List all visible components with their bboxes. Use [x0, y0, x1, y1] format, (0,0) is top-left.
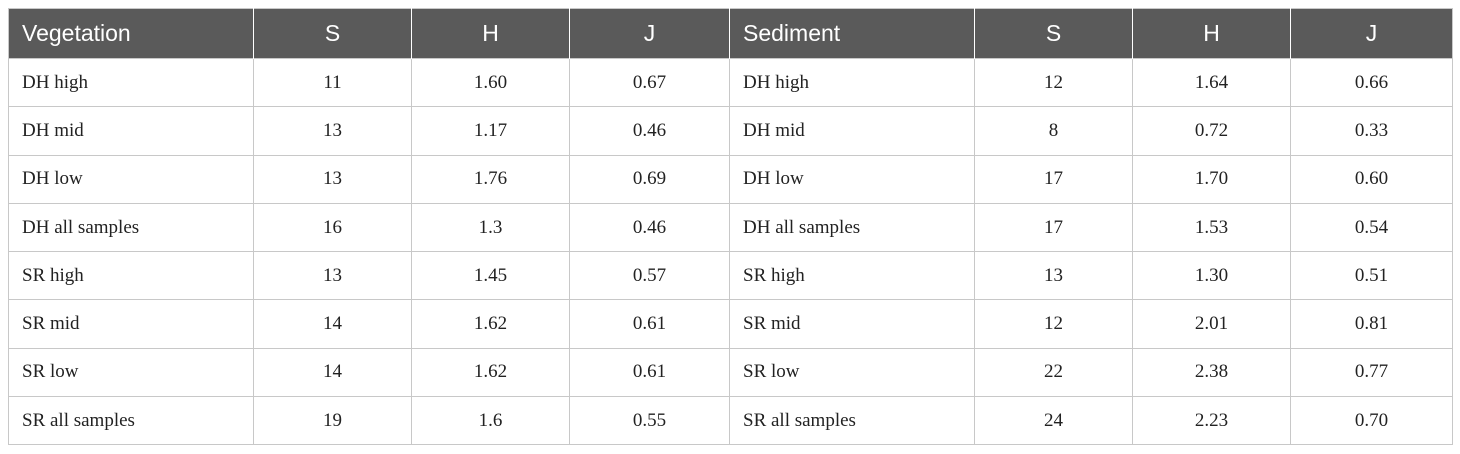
header-h: H — [1132, 8, 1291, 59]
cell-vegetation-s: 14 — [253, 347, 412, 398]
cell-sediment-s: 13 — [974, 251, 1133, 301]
table-header: Vegetation S H J Sediment S H J — [8, 8, 1453, 59]
cell-sediment-h: 2.01 — [1132, 299, 1291, 349]
cell-sediment-h: 2.38 — [1132, 347, 1291, 398]
cell-sediment-h: 1.70 — [1132, 154, 1291, 204]
cell-sediment-site: SR low — [729, 347, 975, 398]
table-row: SR all samples 19 1.6 0.55 SR all samples 24 2… — [8, 396, 1453, 446]
header-row: Vegetation S H J Sediment S H J — [8, 8, 1453, 59]
cell-vegetation-site: SR low — [8, 347, 254, 398]
cell-sediment-s: 12 — [974, 299, 1133, 349]
table-row: SR high 13 1.45 0.57 SR high 13 1.30 0.51 — [8, 251, 1453, 301]
header-s: S — [253, 8, 412, 59]
cell-vegetation-s: 13 — [253, 106, 412, 156]
cell-sediment-j: 0.33 — [1290, 106, 1453, 156]
cell-sediment-s: 24 — [974, 396, 1133, 446]
cell-sediment-site: DH mid — [729, 106, 975, 156]
cell-vegetation-s: 16 — [253, 202, 412, 253]
cell-vegetation-j: 0.69 — [569, 154, 730, 204]
cell-vegetation-site: SR all samples — [8, 396, 254, 446]
cell-vegetation-j: 0.46 — [569, 106, 730, 156]
header-s: S — [974, 8, 1133, 59]
table-container: Vegetation S H J Sediment S H J DH high 1… — [8, 8, 1453, 446]
cell-sediment-j: 0.54 — [1290, 202, 1453, 253]
cell-vegetation-j: 0.57 — [569, 251, 730, 301]
table-row: DH mid 13 1.17 0.46 DH mid 8 0.72 0.33 — [8, 106, 1453, 156]
cell-sediment-s: 22 — [974, 347, 1133, 398]
cell-vegetation-s: 14 — [253, 299, 412, 349]
cell-sediment-s: 17 — [974, 202, 1133, 253]
cell-sediment-h: 1.30 — [1132, 251, 1291, 301]
cell-vegetation-site: DH high — [8, 57, 254, 108]
cell-vegetation-j: 0.67 — [569, 57, 730, 108]
header-j: J — [1365, 20, 1378, 46]
cell-vegetation-site: DH low — [8, 154, 254, 204]
cell-sediment-site: DH high — [729, 57, 975, 108]
cell-sediment-j: 0.60 — [1290, 154, 1453, 204]
header-vegetation: Vegetation — [8, 8, 254, 59]
cell-sediment-j: 0.66 — [1290, 57, 1453, 108]
cell-sediment-h: 1.64 — [1132, 57, 1291, 108]
cell-vegetation-site: DH mid — [8, 106, 254, 156]
cell-vegetation-s: 19 — [253, 396, 412, 446]
cell-vegetation-h: 1.76 — [411, 154, 570, 204]
cell-vegetation-h: 1.62 — [411, 347, 570, 398]
cell-vegetation-j: 0.55 — [569, 396, 730, 446]
cell-vegetation-site: SR mid — [8, 299, 254, 349]
header-j: J — [569, 8, 730, 59]
cell-vegetation-h: 1.6 — [411, 396, 570, 446]
cell-vegetation-s: 13 — [253, 154, 412, 204]
cell-sediment-site: SR high — [729, 251, 975, 301]
cell-sediment-site: SR mid — [729, 299, 975, 349]
cell-vegetation-h: 1.60 — [411, 57, 570, 108]
cell-sediment-j: 0.81 — [1290, 299, 1453, 349]
cell-sediment-j: 0.77 — [1290, 347, 1453, 398]
cell-sediment-j: 0.51 — [1290, 251, 1453, 301]
cell-vegetation-s: 11 — [253, 57, 412, 108]
table-row: DH high 11 1.60 0.67 DH high 12 1.64 0.66 — [8, 57, 1453, 108]
table-row: DH all samples 16 1.3 0.46 DH all samples 17 1… — [8, 202, 1453, 253]
cell-vegetation-h: 1.45 — [411, 251, 570, 301]
cell-sediment-h: 2.23 — [1132, 396, 1291, 446]
cell-vegetation-h: 1.3 — [411, 202, 570, 253]
header-sediment: Sediment — [729, 8, 975, 59]
cell-vegetation-j: 0.46 — [569, 202, 730, 253]
cell-vegetation-h: 1.62 — [411, 299, 570, 349]
cell-vegetation-site: SR high — [8, 251, 254, 301]
table-row: SR low 14 1.62 0.61 SR low 22 2.38 0.77 — [8, 347, 1453, 398]
cell-sediment-s: 17 — [974, 154, 1133, 204]
table-body: DH high 11 1.60 0.67 DH high 12 1.64 0.66 DH mid… — [8, 57, 1453, 446]
cell-sediment-h: 0.72 — [1132, 106, 1291, 156]
cell-vegetation-site: DH all samples — [8, 202, 254, 253]
cell-vegetation-j: 0.61 — [569, 347, 730, 398]
cell-sediment-site: SR all samples — [729, 396, 975, 446]
diversity-table: Vegetation S H J Sediment S H J DH high 1… — [8, 8, 1453, 446]
cell-sediment-s: 8 — [974, 106, 1133, 156]
table-row: SR mid 14 1.62 0.61 SR mid 12 2.01 0.81 — [8, 299, 1453, 349]
cell-vegetation-j: 0.61 — [569, 299, 730, 349]
cell-sediment-s: 12 — [974, 57, 1133, 108]
cell-sediment-j: 0.70 — [1290, 396, 1453, 446]
cell-vegetation-h: 1.17 — [411, 106, 570, 156]
table-row: DH low 13 1.76 0.69 DH low 17 1.70 0.60 — [8, 154, 1453, 204]
cell-sediment-site: DH low — [729, 154, 975, 204]
cell-vegetation-s: 13 — [253, 251, 412, 301]
cell-sediment-site: DH all samples — [729, 202, 975, 253]
header-h: H — [411, 8, 570, 59]
cell-sediment-h: 1.53 — [1132, 202, 1291, 253]
